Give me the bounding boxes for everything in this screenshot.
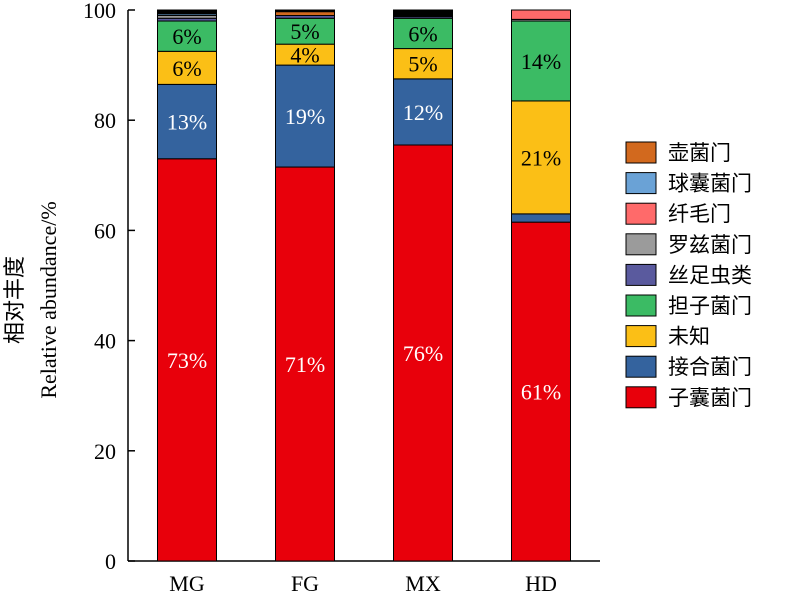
data-label: 6% (172, 24, 201, 49)
bars-group (157, 9, 571, 562)
legend-label: 罗兹菌门 (668, 233, 752, 257)
legend-label: 子囊菌门 (668, 386, 752, 410)
data-label: 6% (408, 21, 437, 46)
y-tick-label: 40 (94, 329, 116, 354)
x-tick-label: MG (169, 571, 205, 596)
bar-segment (157, 9, 217, 15)
bar-segment (393, 9, 453, 18)
bar-segment (393, 48, 453, 80)
data-label: 6% (172, 56, 201, 81)
y-axis-label-english: Relative abundance/% (36, 201, 61, 398)
legend-swatch (625, 355, 657, 378)
data-label: 76% (403, 341, 443, 366)
legend-swatch (625, 172, 657, 195)
data-label: 71% (285, 352, 325, 377)
legend-swatch (625, 386, 657, 409)
x-tick-label: MX (405, 571, 441, 596)
data-label: 21% (521, 145, 561, 170)
legend-label: 丝足虫类 (668, 263, 752, 287)
data-label: 13% (167, 110, 207, 135)
bar-segment (275, 166, 335, 562)
legend-label: 接合菌门 (668, 355, 752, 379)
data-label: 4% (290, 43, 319, 68)
y-tick-label: 80 (94, 108, 116, 133)
bar-segment (393, 144, 453, 562)
y-axis-label-chinese: 相对丰度 (2, 256, 27, 344)
data-label: 73% (167, 348, 207, 373)
bar-segment (393, 78, 453, 146)
bar-segment (275, 17, 335, 45)
data-label: 12% (403, 100, 443, 125)
bar-segment (393, 17, 453, 50)
y-tick-label: 0 (105, 549, 116, 574)
legend-label: 壶菌门 (668, 141, 731, 165)
legend-swatch (625, 325, 657, 348)
axes-group: 0 20 40 60 80 100 MG FG MX HD (83, 0, 600, 596)
legend-label: 担子菌门 (668, 294, 752, 318)
legend-swatch (625, 233, 657, 256)
bar-segment (275, 64, 335, 168)
bar-segment (511, 221, 571, 562)
legend-swatch (625, 202, 657, 225)
y-tick-label: 60 (94, 218, 116, 243)
data-label: 61% (521, 380, 561, 405)
bar-segment (275, 9, 335, 13)
bar-segment (511, 100, 571, 215)
data-labels-group: 73%13%6%6%71%19%4%5%76%12%5%6%61%21%14% (167, 19, 561, 404)
data-label: 5% (290, 19, 319, 44)
legend-swatch (625, 141, 657, 164)
legend-label: 纤毛门 (668, 202, 731, 226)
x-tick-label: HD (525, 571, 557, 596)
bar-segment (511, 213, 571, 223)
legend-swatch (625, 294, 657, 317)
legend-swatch (625, 263, 657, 286)
y-tick-label: 100 (83, 0, 116, 23)
bar-segment (511, 20, 571, 102)
bar-segment (275, 11, 335, 17)
bar-segment (511, 9, 571, 20)
data-label: 19% (285, 104, 325, 129)
x-tick-label: FG (291, 571, 319, 596)
y-tick-label: 20 (94, 439, 116, 464)
legend-label: 球囊菌门 (668, 172, 752, 196)
legend-label: 未知 (668, 325, 710, 349)
data-label: 5% (408, 52, 437, 77)
data-label: 14% (521, 49, 561, 74)
